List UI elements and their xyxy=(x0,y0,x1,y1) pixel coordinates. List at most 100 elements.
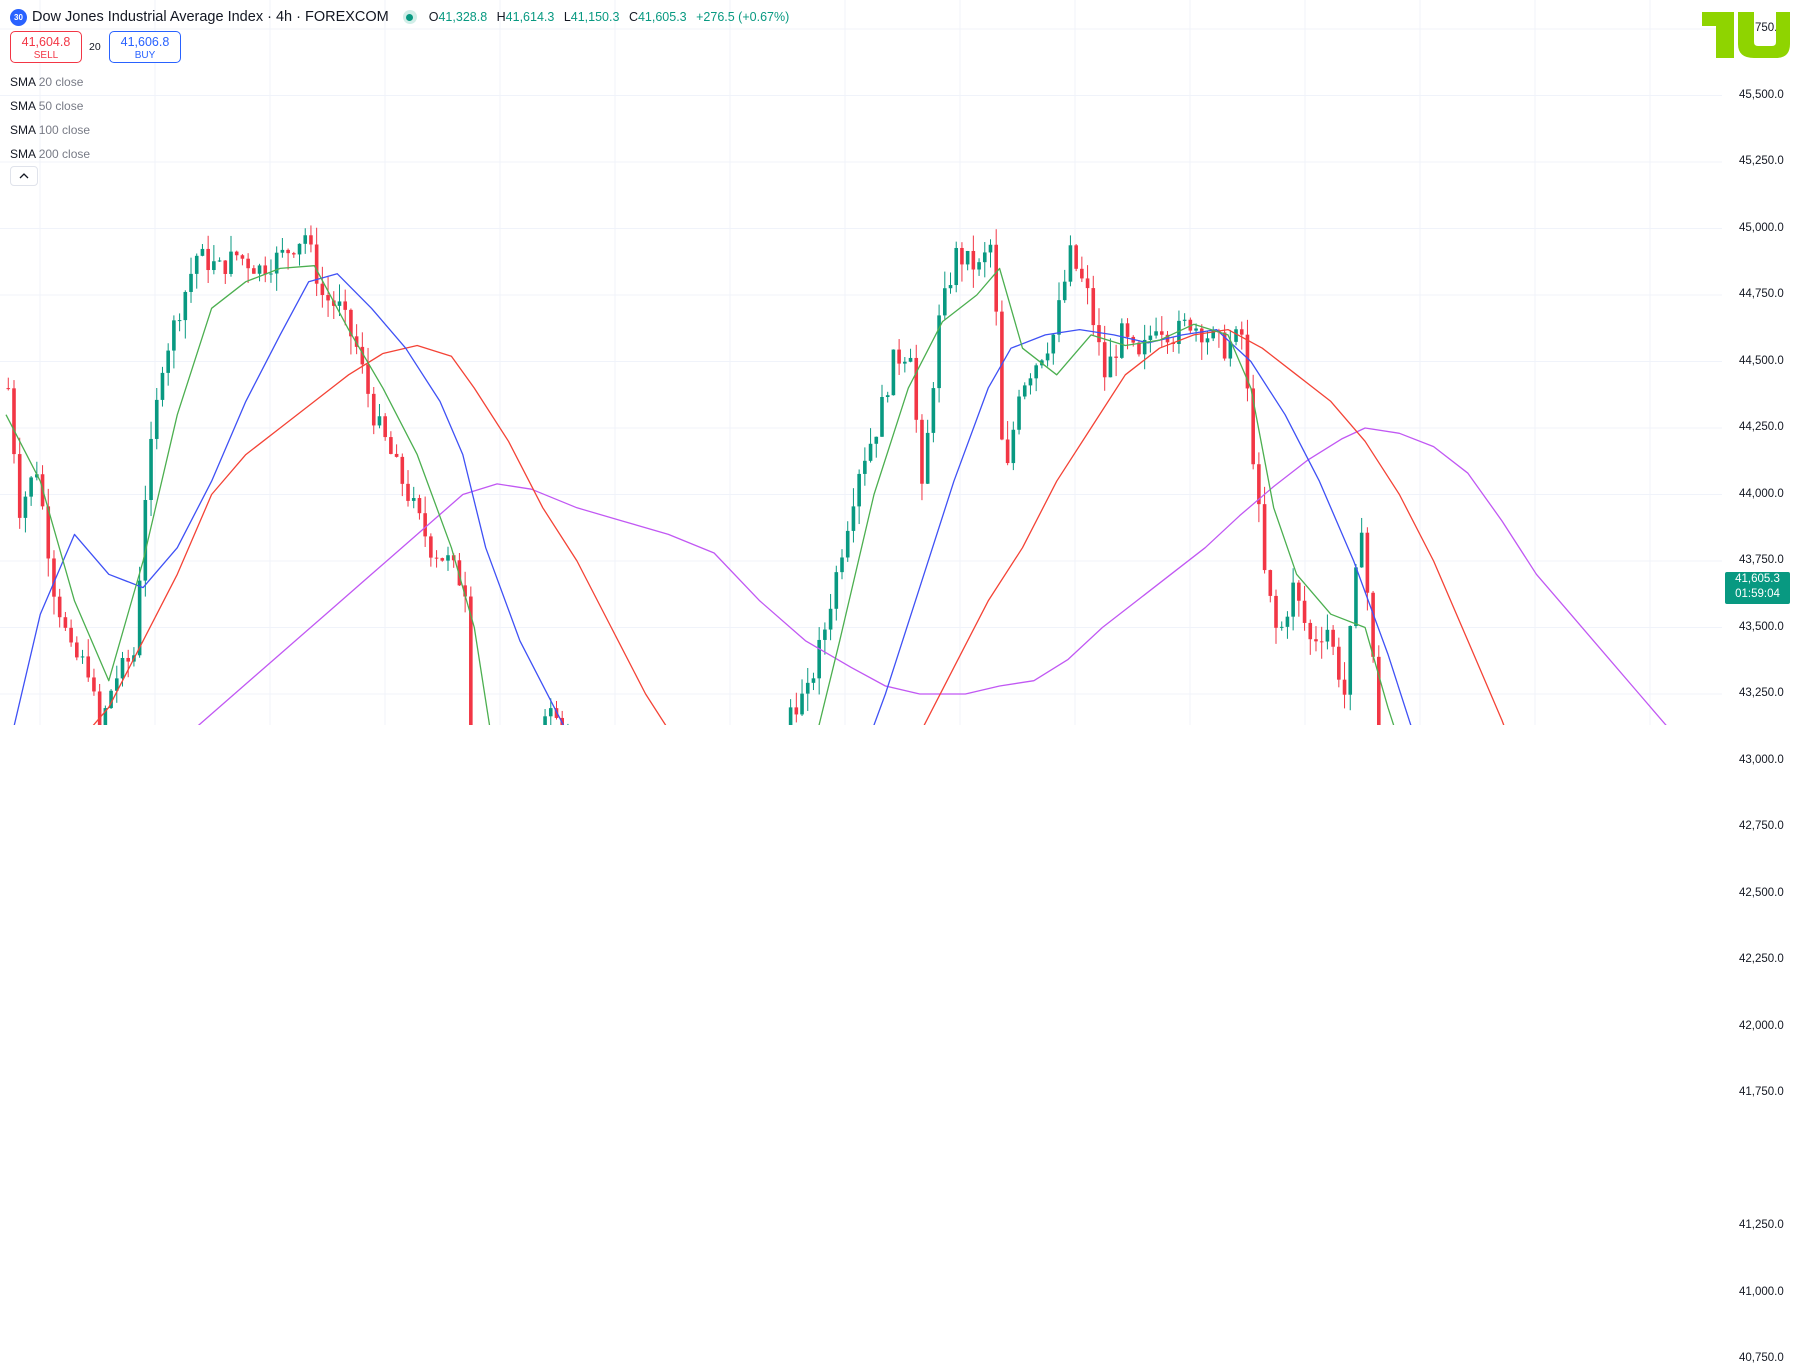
candle-body xyxy=(1017,396,1021,430)
candle-body xyxy=(1177,320,1181,344)
candle-body xyxy=(434,557,439,559)
candle-body xyxy=(52,558,56,597)
candle-body xyxy=(1097,325,1101,343)
buy-button[interactable]: 41,606.8 BUY xyxy=(109,31,181,63)
candle-body xyxy=(823,629,827,640)
candle-body xyxy=(1114,356,1118,358)
collapse-indicators-button[interactable] xyxy=(10,166,38,186)
price-chart[interactable] xyxy=(0,0,1722,725)
candle-body xyxy=(1011,429,1016,464)
candle-body xyxy=(166,350,170,373)
candle-body xyxy=(840,557,844,573)
candle-body xyxy=(982,252,987,263)
indicator-sma-100[interactable]: SMA 100 close xyxy=(10,123,90,137)
candle-body xyxy=(389,437,393,454)
candle-body xyxy=(257,265,262,274)
candle-body xyxy=(234,251,239,256)
candle-body xyxy=(903,361,907,364)
candle-body xyxy=(160,372,165,400)
candle-body xyxy=(411,498,416,501)
candle-body xyxy=(6,388,11,390)
candle-body xyxy=(457,560,462,586)
candle-body xyxy=(1022,385,1027,397)
candle-body xyxy=(320,283,325,296)
candle-body xyxy=(1005,439,1010,464)
candle-body xyxy=(1085,278,1090,289)
price-tick-label: 41,750.0 xyxy=(1739,1086,1784,1098)
candle-body xyxy=(86,656,91,678)
candle-body xyxy=(1051,334,1056,354)
indicator-sma-200[interactable]: SMA 200 close xyxy=(10,147,90,161)
candle-body xyxy=(314,244,319,284)
price-axis[interactable] xyxy=(1722,0,1800,725)
candle-body xyxy=(97,691,102,725)
price-tick-label: 40,750.0 xyxy=(1739,1352,1784,1364)
candle-body xyxy=(446,555,450,561)
candle-body xyxy=(1194,328,1198,331)
symbol-badge[interactable]: 30 xyxy=(10,8,27,26)
sma50-line xyxy=(13,273,1412,725)
price-tick-label: 43,000.0 xyxy=(1739,753,1784,766)
candle-body xyxy=(1125,323,1130,337)
candle-body xyxy=(1159,331,1164,335)
candle-body xyxy=(960,247,964,265)
candle-body xyxy=(440,558,445,561)
indicator-name: SMA xyxy=(10,99,36,113)
candle-body xyxy=(897,349,901,364)
candle-body xyxy=(280,249,285,253)
candle-body xyxy=(828,608,833,630)
indicator-param: 200 close xyxy=(38,147,91,161)
candle-body xyxy=(172,320,176,351)
candle-body xyxy=(423,513,427,537)
candle-body xyxy=(200,248,205,256)
price-tick-label: 45,250.0 xyxy=(1739,155,1784,167)
close-value: 41,605.3 xyxy=(637,10,687,24)
candle-body xyxy=(149,438,153,500)
candle-body xyxy=(1268,570,1273,596)
candle-body xyxy=(1234,329,1238,342)
candle-body xyxy=(908,357,913,362)
candle-body xyxy=(1239,329,1244,335)
price-tick-label: 41,250.0 xyxy=(1739,1219,1784,1231)
candle-body xyxy=(1120,323,1124,358)
candle-body xyxy=(1325,629,1330,642)
price-tick-label: 44,000.0 xyxy=(1739,487,1784,500)
candle-body xyxy=(1274,595,1278,628)
candle-body xyxy=(1222,332,1227,359)
candle-body xyxy=(863,460,867,474)
candle-body xyxy=(349,309,353,337)
candle-body xyxy=(1319,641,1324,643)
candle-body xyxy=(1365,532,1370,593)
symbol-title[interactable]: Dow Jones Industrial Average Index · 4h … xyxy=(32,9,389,25)
candle-body xyxy=(1302,600,1307,623)
bar-countdown: 01:59:04 xyxy=(1735,588,1780,600)
candle-body xyxy=(1080,268,1084,279)
candle-body xyxy=(274,252,279,274)
candle-body xyxy=(292,253,296,255)
chevron-up-icon xyxy=(19,173,29,179)
candle-body xyxy=(194,255,199,274)
sell-button[interactable]: 41,604.8 SELL xyxy=(10,31,82,63)
candle-body xyxy=(1148,335,1153,340)
candle-body xyxy=(1057,300,1061,335)
candle-body xyxy=(874,436,879,444)
low-key: L xyxy=(563,10,571,24)
indicator-sma-20[interactable]: SMA 20 close xyxy=(10,75,83,89)
price-tick-label: 43,250.0 xyxy=(1739,687,1784,699)
candle-body xyxy=(971,250,976,270)
candle-body xyxy=(1371,592,1375,657)
candle-body xyxy=(931,388,936,433)
candlesticks xyxy=(6,225,1381,725)
candle-body xyxy=(417,498,422,514)
candle-body xyxy=(994,244,998,312)
indicator-sma-50[interactable]: SMA 50 close xyxy=(10,99,83,113)
candle-body xyxy=(988,244,993,253)
candle-body xyxy=(394,453,399,457)
candle-body xyxy=(23,496,28,518)
candle-body xyxy=(223,260,228,274)
candle-body xyxy=(12,388,16,455)
candle-body xyxy=(92,677,96,692)
spread-value: 20 xyxy=(89,41,101,53)
low-value: 41,150.3 xyxy=(570,10,620,24)
candle-body xyxy=(337,301,342,306)
